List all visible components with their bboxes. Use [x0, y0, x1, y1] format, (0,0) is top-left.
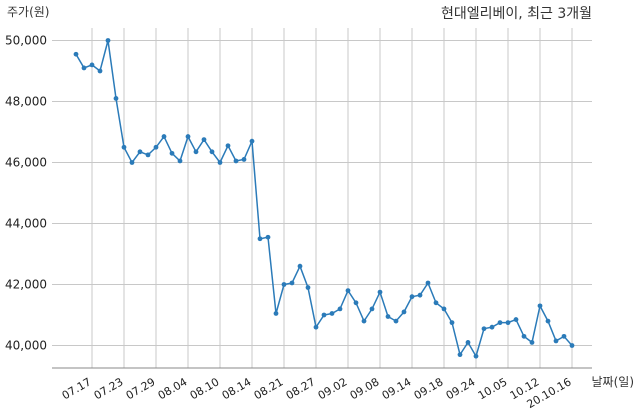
data-point: [457, 352, 463, 358]
data-point: [393, 318, 399, 324]
data-point: [353, 300, 359, 306]
data-point: [321, 312, 327, 318]
data-point: [201, 137, 207, 143]
x-tick-label: 08.21: [252, 375, 286, 402]
data-point: [497, 320, 503, 326]
data-point: [281, 282, 287, 287]
x-axis-label: 날짜(일): [592, 375, 634, 389]
data-point: [489, 324, 495, 330]
data-point: [465, 340, 471, 345]
x-tick-label: 08.27: [284, 375, 318, 402]
data-point: [345, 288, 351, 293]
data-point: [361, 318, 367, 324]
data-point: [145, 152, 151, 158]
data-point: [121, 144, 127, 150]
data-point: [537, 303, 543, 309]
data-point: [449, 320, 455, 326]
data-point: [329, 311, 335, 316]
data-point: [97, 68, 103, 74]
data-point: [289, 280, 295, 286]
price-series: [73, 38, 575, 359]
data-point: [113, 96, 119, 101]
data-point: [481, 326, 487, 332]
data-point: [521, 333, 527, 339]
data-point: [553, 338, 559, 344]
x-tick-label: 08.04: [156, 375, 190, 402]
data-point: [569, 343, 575, 348]
x-axis-ticks: 07.1707.2307.2908.0408.1008.1408.2108.27…: [60, 375, 574, 411]
x-tick-label: 10.05: [476, 375, 510, 402]
data-point: [505, 320, 511, 326]
data-point: [169, 150, 175, 156]
y-tick-label: 50,000: [5, 34, 47, 48]
data-point: [249, 138, 255, 144]
data-point: [153, 144, 159, 150]
data-point: [513, 317, 519, 322]
data-point: [401, 309, 407, 315]
x-tick-label: 09.02: [316, 375, 350, 402]
data-point: [129, 160, 135, 165]
data-point: [185, 134, 191, 139]
data-point: [337, 306, 343, 312]
data-point: [177, 158, 183, 164]
data-point: [441, 306, 447, 312]
x-tick-label: 07.29: [124, 375, 158, 402]
x-tick-label: 09.18: [412, 375, 446, 402]
y-axis-ticks: 40,000 42,000 44,000 46,000 48,000 50,000: [5, 34, 47, 353]
data-point: [433, 300, 439, 306]
data-point: [473, 353, 479, 359]
data-point: [89, 62, 95, 68]
data-point: [161, 134, 167, 139]
y-tick-label: 40,000: [5, 339, 47, 353]
data-point: [265, 234, 271, 240]
data-point: [409, 294, 415, 300]
data-point: [313, 324, 319, 330]
x-tick-label: 07.23: [92, 375, 126, 402]
data-point: [417, 292, 423, 298]
data-point: [529, 340, 535, 345]
data-point: [225, 143, 231, 149]
data-point: [369, 306, 375, 312]
y-axis-label: 주가(원): [7, 5, 49, 19]
chart-title: 현대엘리베이, 최근 3개월: [441, 6, 592, 22]
y-tick-label: 44,000: [5, 217, 47, 231]
x-tick-label: 07.17: [60, 375, 94, 402]
data-point: [305, 285, 311, 290]
y-tick-label: 46,000: [5, 156, 47, 170]
data-point: [377, 289, 383, 295]
x-tick-label: 09.14: [380, 375, 414, 402]
data-point: [81, 65, 87, 71]
data-point: [73, 51, 79, 57]
y-tick-label: 48,000: [5, 95, 47, 109]
data-point: [241, 157, 247, 162]
data-point: [545, 318, 551, 324]
data-point: [193, 149, 199, 155]
x-tick-label: 08.14: [220, 375, 254, 402]
x-tick-label: 08.10: [188, 375, 222, 402]
data-point: [273, 311, 279, 316]
grid: [52, 28, 592, 369]
data-point: [297, 263, 303, 269]
data-point: [257, 236, 263, 242]
series-line: [75, 40, 573, 359]
x-tick-label: 09.08: [348, 375, 382, 402]
x-tick-label: 09.24: [444, 375, 478, 402]
data-point: [217, 160, 223, 165]
data-point: [209, 149, 215, 155]
data-point: [233, 158, 239, 164]
data-point: [137, 149, 143, 155]
data-point: [105, 38, 111, 43]
data-point: [385, 314, 391, 319]
y-tick-label: 42,000: [5, 278, 47, 292]
data-point: [561, 333, 567, 339]
data-point: [425, 280, 431, 286]
